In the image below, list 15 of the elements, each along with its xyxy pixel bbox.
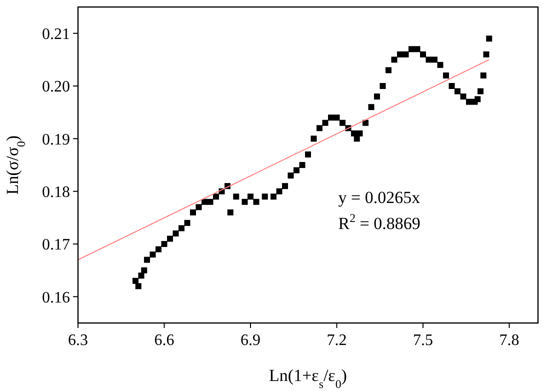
x-tick-label: 6.6 (154, 332, 174, 349)
annotation: R$^{2}$ = 0.8869 (338, 211, 420, 233)
x-axis-title: Ln(1+ε$_{s}$/ε$_{0}$) (269, 366, 347, 391)
y-tick-label: 0.19 (42, 131, 70, 148)
y-tick-label: 0.20 (42, 78, 70, 96)
y-tick-label: 0.17 (42, 236, 70, 254)
y-tick-label: 0.16 (42, 289, 70, 306)
x-tick-label: 6.3 (68, 332, 88, 349)
y-tick-label: 0.18 (42, 184, 70, 201)
x-tick-label: 6.9 (240, 332, 260, 349)
x-tick-label: 7.2 (326, 332, 347, 349)
y-tick-label: 0.21 (42, 26, 70, 43)
x-tick-label: 7.8 (499, 332, 520, 349)
x-tick-label: 7.5 (413, 332, 433, 349)
annotation: y = 0.0265x (338, 188, 421, 207)
